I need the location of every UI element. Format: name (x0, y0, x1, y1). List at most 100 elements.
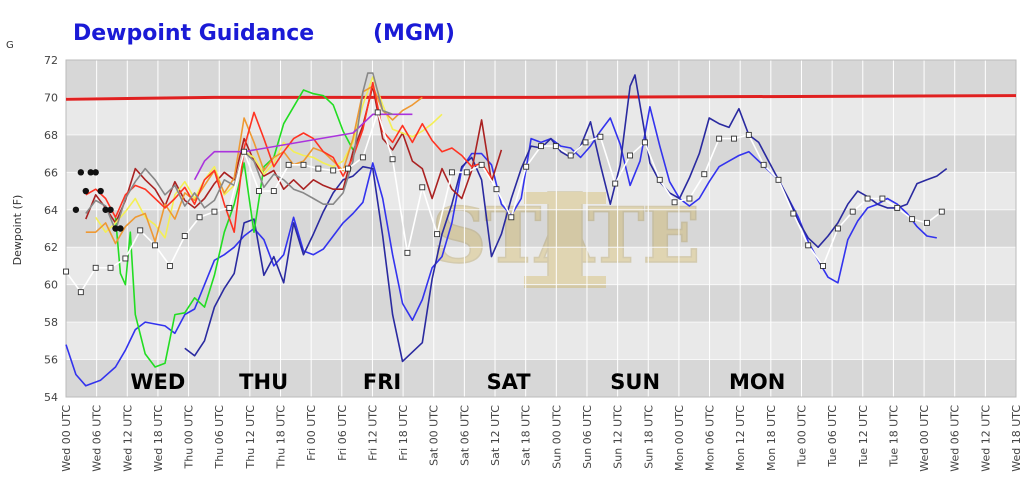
x-tick-label: Sat 06 UTC (458, 405, 471, 466)
observation-point (102, 206, 109, 213)
series-marker (716, 135, 723, 142)
observation-point (77, 169, 85, 176)
series-marker (122, 255, 129, 262)
series-marker (374, 109, 381, 116)
x-tick-label: Sun 00 UTC (550, 405, 563, 469)
series-marker (760, 161, 767, 168)
x-tick-label: Wed 00 UTC (918, 405, 931, 472)
observation-point (72, 206, 80, 213)
series-marker (419, 184, 426, 191)
x-tick-label: Mon 18 UTC (765, 405, 778, 471)
series-marker (345, 165, 351, 172)
y-tick-label: 72 (44, 54, 58, 67)
day-labels: WED THU FRI SAT SUN MON (130, 370, 785, 394)
series-marker (226, 204, 233, 211)
x-tick-label: Wed 18 UTC (1010, 405, 1023, 472)
series-marker (731, 135, 737, 142)
series-marker (196, 214, 203, 221)
series-marker (270, 188, 277, 195)
series-marker (686, 195, 693, 202)
y-tick-label: 66 (44, 166, 58, 179)
y-axis-label: Dewpoint (F) (11, 195, 24, 266)
series-marker (285, 161, 292, 168)
series-marker (389, 156, 396, 163)
y-tick-label: 70 (44, 91, 58, 104)
x-tick-label: Wed 12 UTC (979, 405, 992, 472)
series-line (95, 76, 443, 239)
x-tick-label: Tue 12 UTC (857, 405, 870, 468)
series-marker (597, 133, 604, 140)
series-marker (330, 167, 337, 174)
x-tick-label: Thu 12 UTC (244, 405, 257, 470)
series-marker (567, 152, 574, 159)
y-tick-label: 68 (44, 129, 58, 142)
observation-point (92, 169, 99, 176)
plot-band (66, 322, 1016, 360)
x-tick-label: Thu 06 UTC (213, 405, 226, 470)
series-marker (923, 219, 930, 226)
x-tick-label: Wed 00 UTC (60, 405, 73, 472)
series-marker (508, 214, 515, 221)
plot-band (66, 247, 1016, 285)
series-layer (63, 72, 1017, 387)
y-tick-label: 56 (44, 354, 58, 367)
day-label: SAT (487, 370, 532, 394)
series-marker (256, 188, 262, 195)
series-marker (434, 231, 441, 238)
series-marker (627, 152, 634, 159)
x-tick-label: Sat 00 UTC (428, 405, 441, 466)
series-marker (404, 249, 411, 256)
corner-label: G (6, 40, 14, 51)
x-tick-label: Wed 12 UTC (121, 405, 134, 472)
series-marker (523, 163, 530, 170)
plot-band (66, 134, 1016, 173)
series-marker (538, 143, 544, 150)
series-marker (656, 176, 663, 183)
series-marker (834, 225, 841, 232)
series-marker (701, 171, 708, 178)
plot-band (66, 284, 1016, 323)
series-marker (864, 195, 871, 202)
series-marker (894, 204, 901, 211)
plot-band (66, 359, 1016, 397)
x-tick-label: Tue 06 UTC (826, 405, 839, 468)
iowa-state-logo-watermark: STATE (431, 190, 701, 288)
x-tick-label: Tue 00 UTC (795, 405, 808, 468)
y-tick-label: 60 (44, 279, 58, 292)
series-marker (241, 148, 248, 155)
x-tick-label: Mon 06 UTC (704, 405, 717, 471)
y-tick-label: 62 (44, 241, 58, 254)
series-marker (745, 131, 752, 138)
x-tick-label: Mon 12 UTC (734, 405, 747, 471)
x-tick-label: Fri 00 UTC (305, 405, 318, 461)
chart-subtitle: (MGM) (373, 21, 455, 46)
x-tick-label: Wed 06 UTC (949, 405, 962, 472)
plot-band (66, 60, 1016, 98)
series-marker (909, 216, 916, 223)
day-label: THU (239, 370, 288, 394)
x-tick-label: Fri 06 UTC (336, 405, 349, 461)
series-marker (211, 208, 218, 215)
y-tick-label: 64 (44, 204, 58, 217)
series-marker (790, 210, 797, 217)
observation-point (107, 206, 114, 213)
series-marker (92, 264, 99, 271)
series-line (85, 85, 503, 224)
series-marker (879, 195, 886, 202)
observation-point (82, 187, 89, 195)
series-marker (641, 139, 648, 146)
x-tick-label: Thu 18 UTC (275, 405, 288, 470)
y-tick-label: 54 (44, 391, 58, 404)
series-marker (463, 169, 470, 176)
series-marker (582, 139, 589, 146)
plot-border (65, 59, 1017, 398)
series-marker (77, 289, 84, 296)
series-marker (107, 264, 114, 271)
series-marker (152, 242, 159, 249)
series-marker (300, 161, 307, 168)
series-marker (166, 262, 173, 269)
x-tick-label: Sun 06 UTC (581, 405, 594, 469)
svg-text:STATE: STATE (432, 191, 699, 280)
series-marker (612, 180, 619, 187)
